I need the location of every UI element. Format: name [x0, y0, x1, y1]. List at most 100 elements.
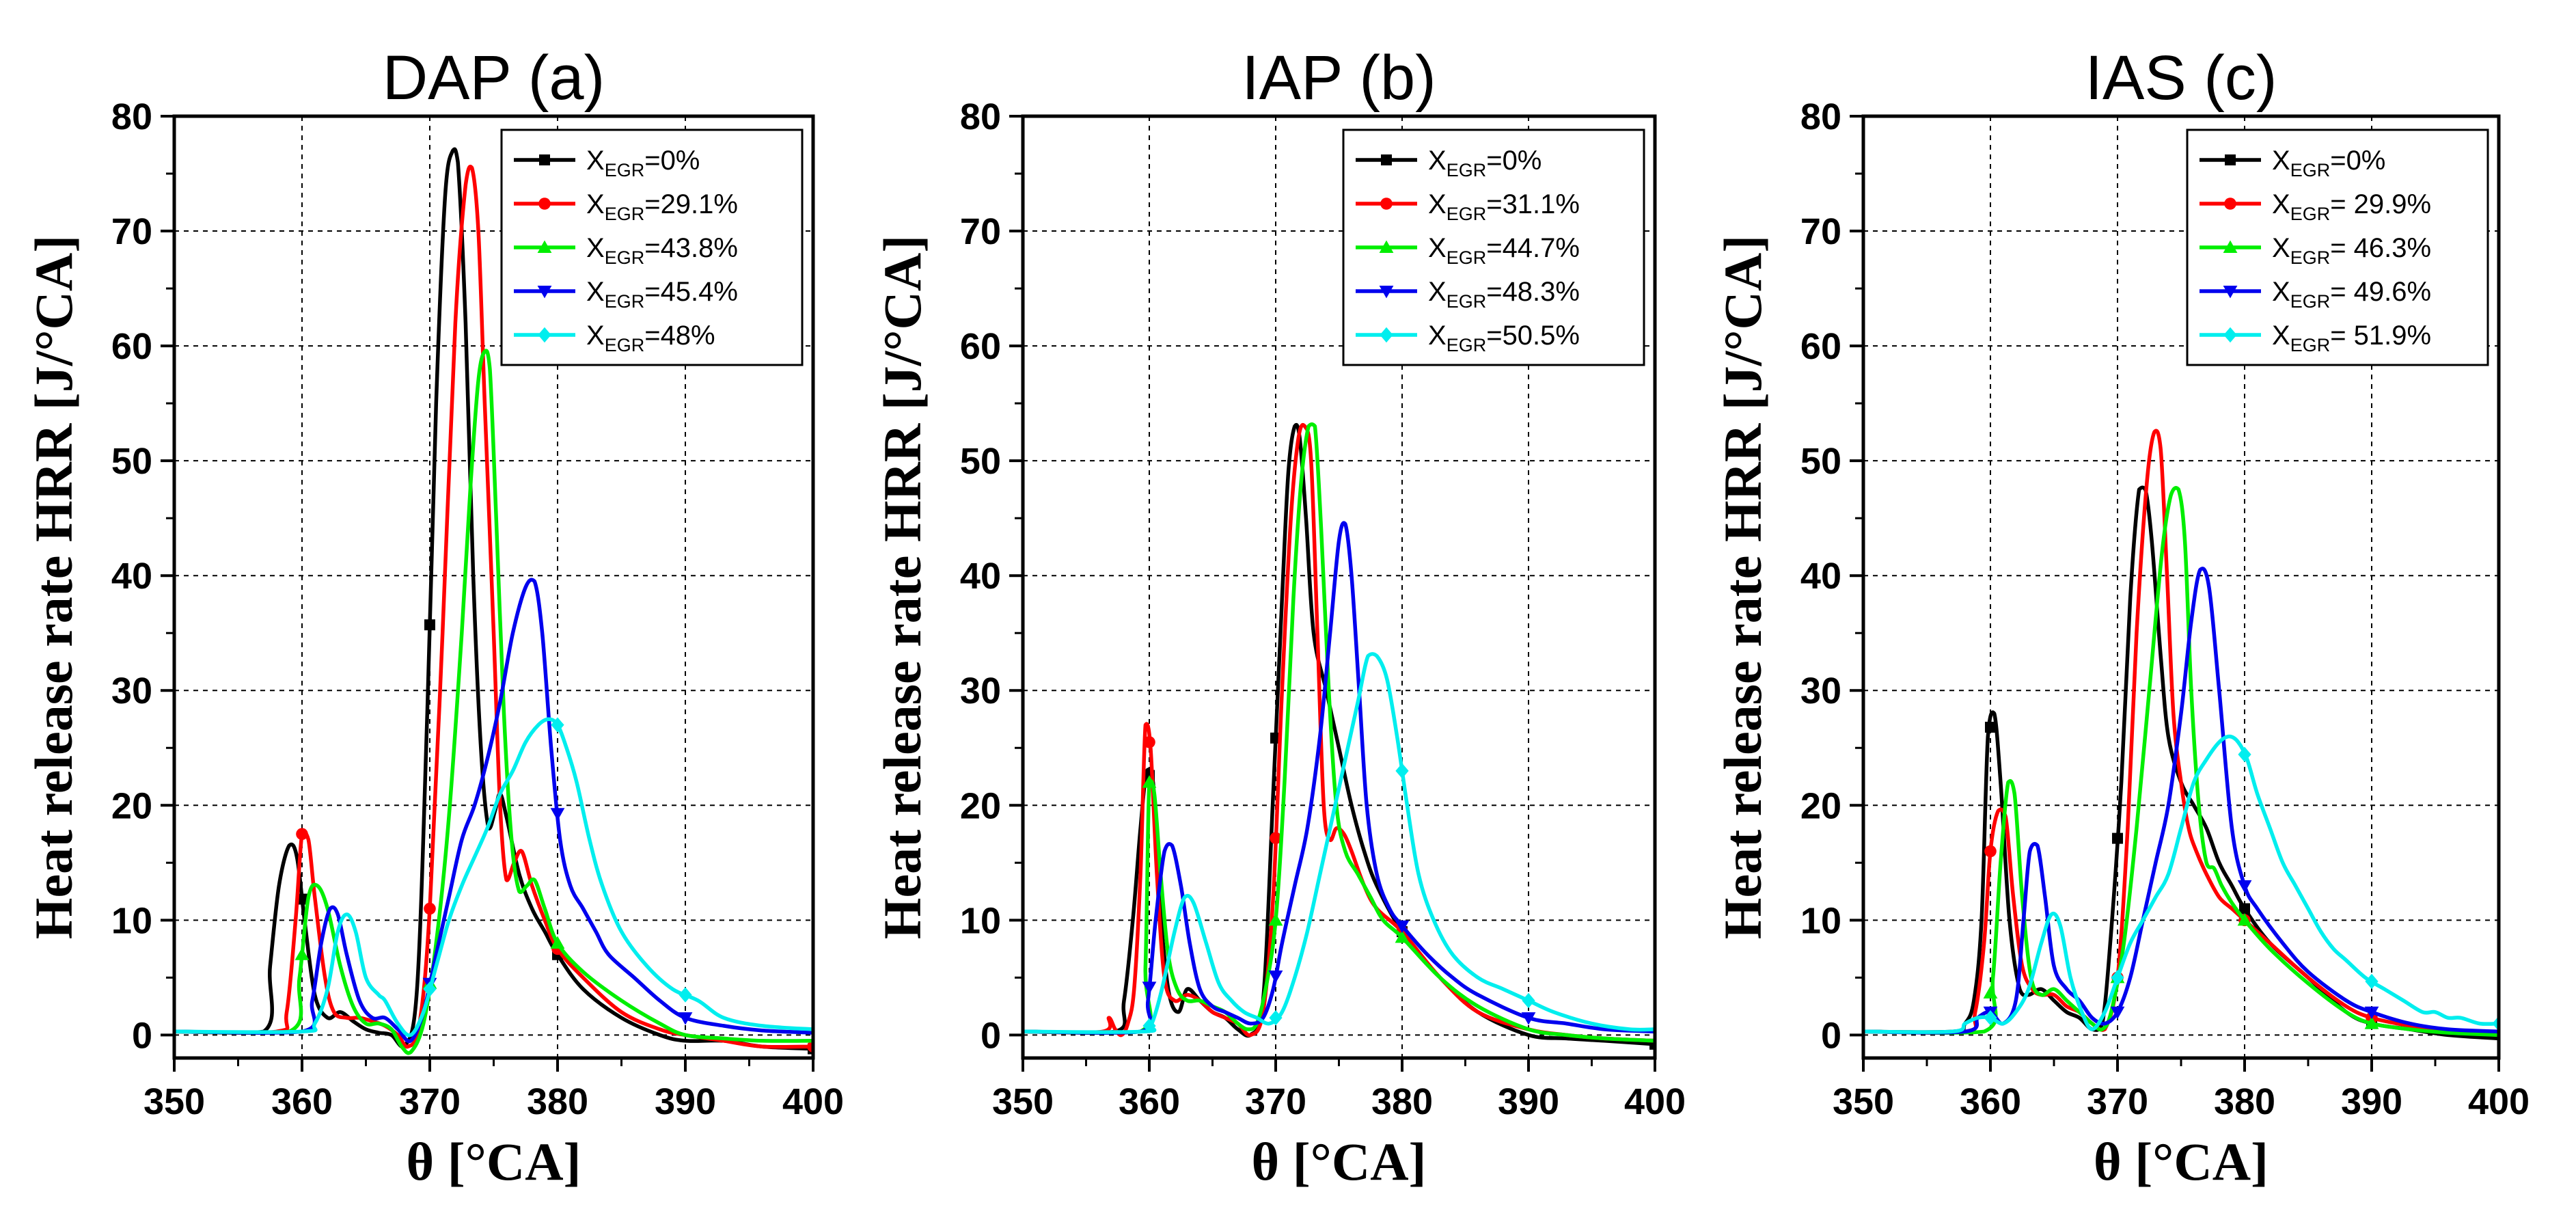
series-line [1023, 652, 1655, 1034]
legend-label-value: =0% [2330, 146, 2385, 176]
legend-label-main: X [586, 321, 605, 351]
series-505 [1023, 652, 1655, 1034]
panel-title: IAS (c) [2085, 43, 2277, 113]
data-point-marker [2365, 973, 2379, 990]
x-tick-label: 380 [527, 1081, 588, 1122]
panel-dap: 350 360 370 380 390 400 0 10 20 30 40 50 60 70 80 DAP (… [24, 43, 844, 1191]
legend-label-main: X [2272, 189, 2290, 219]
x-tick-label: 390 [1498, 1081, 1559, 1122]
legend-label-value: = 46.3% [2330, 233, 2431, 263]
data-point-marker [1142, 775, 1157, 788]
y-tick-label: 30 [960, 670, 1001, 711]
series-line [1863, 567, 2499, 1035]
y-tick-label: 70 [111, 211, 152, 252]
legend-swatch-marker [2223, 240, 2238, 253]
y-tick-label: 60 [1800, 326, 1841, 367]
legend-label-subscript: EGR [605, 247, 645, 268]
series-line [1863, 734, 2499, 1034]
data-point-marker [1268, 912, 1283, 926]
data-point-marker [1984, 1009, 1997, 1026]
series-line [1023, 422, 1655, 1043]
panel-title: DAP (a) [383, 43, 605, 113]
y-tick-label: 20 [1800, 785, 1841, 826]
series-291 [174, 164, 813, 1053]
legend: XEGR=0%XEGR= 29.9%XEGR= 46.3%XEGR= 49.6%… [2186, 128, 2489, 366]
series-line [174, 717, 813, 1038]
data-point-marker [423, 981, 437, 997]
legend-swatch-marker [1381, 154, 1392, 165]
x-tick-label: 400 [1624, 1081, 1686, 1122]
series-line [1863, 486, 2499, 1038]
data-point-marker [2111, 970, 2124, 986]
y-tick-label: 80 [960, 96, 1001, 137]
series-463 [1863, 486, 2499, 1038]
legend-label-value: =45.4% [644, 277, 738, 307]
legend-label-subscript: EGR [2290, 291, 2331, 312]
data-point-marker [1142, 981, 1157, 994]
legend-label-subscript: EGR [605, 291, 645, 312]
series-line [1023, 422, 1655, 1046]
data-point-marker [679, 987, 692, 1003]
legend-swatch-marker [1379, 286, 1394, 299]
legend-label-value: =44.7% [1486, 233, 1580, 263]
y-tick-label: 20 [111, 785, 152, 826]
series-299 [1863, 429, 2499, 1038]
y-tick-label: 80 [111, 96, 152, 137]
legend-swatch-marker [537, 286, 552, 299]
legend-entry-label: XEGR= 29.9% [2272, 189, 2431, 224]
data-point-marker [2110, 1006, 2125, 1020]
y-tick-label: 10 [960, 900, 1001, 941]
legend-label-value: =48% [644, 321, 715, 351]
data-point-marker [551, 717, 564, 733]
y-tick-label: 0 [132, 1015, 152, 1056]
x-axis-label: θ [°CA] [406, 1132, 581, 1191]
data-point-marker [424, 902, 436, 915]
data-point-marker [1521, 1012, 1536, 1025]
series-496 [1863, 567, 2499, 1035]
y-tick-label: 50 [1800, 441, 1841, 482]
legend-swatch-marker [2224, 198, 2236, 210]
y-tick-label: 40 [960, 556, 1001, 597]
legend-label-main: X [1428, 146, 1447, 176]
legend-label-subscript: EGR [1447, 291, 1487, 312]
series-line [1023, 422, 1655, 1043]
legend-label-subscript: EGR [605, 335, 645, 355]
x-tick-label: 350 [1833, 1081, 1894, 1122]
x-tick-label: 380 [2214, 1081, 2275, 1122]
y-tick-label: 60 [960, 326, 1001, 367]
legend-label-value: =50.5% [1486, 321, 1580, 351]
data-point-marker [678, 1012, 693, 1025]
x-tick-label: 400 [2468, 1081, 2530, 1122]
legend-swatch-marker [1380, 327, 1393, 343]
legend: XEGR=0%XEGR=29.1%XEGR=43.8%XEGR=45.4%XEG… [500, 128, 804, 366]
y-tick-label: 0 [981, 1015, 1001, 1056]
x-tick-label: 390 [655, 1081, 716, 1122]
legend-label-value: =0% [1486, 146, 1542, 176]
legend-entry-label: XEGR=0% [1428, 146, 1542, 180]
legend-label-subscript: EGR [2290, 247, 2331, 268]
legend-entry-label: XEGR=44.7% [1428, 233, 1580, 268]
legend-label-value: =43.8% [644, 233, 738, 263]
data-point-marker [294, 947, 310, 960]
legend-entry-label: XEGR= 49.6% [2272, 277, 2431, 312]
legend-entry-label: XEGR=48.3% [1428, 277, 1580, 312]
legend-swatch-marker [539, 154, 550, 165]
y-tick-label: 10 [1800, 900, 1841, 941]
series-0 [1023, 422, 1655, 1050]
legend-label-value: =31.1% [1486, 189, 1580, 219]
legend-entry-label: XEGR=31.1% [1428, 189, 1580, 224]
legend-label-value: =29.1% [644, 189, 738, 219]
data-point-marker [1983, 986, 1998, 999]
legend-swatch-marker [538, 198, 551, 210]
legend-swatch-marker [1380, 198, 1393, 210]
data-point-marker [1270, 832, 1282, 845]
y-axis-label: Heat release rate HRR [J/°CA] [1713, 235, 1772, 939]
y-tick-label: 70 [960, 211, 1001, 252]
x-tick-label: 370 [399, 1081, 461, 1122]
data-point-marker [1269, 1009, 1283, 1026]
data-point-marker [550, 936, 565, 949]
data-point-marker [1142, 1018, 1156, 1034]
data-point-marker [1522, 992, 1535, 1009]
legend-swatch-marker [537, 240, 552, 253]
data-point-marker [1395, 763, 1409, 779]
